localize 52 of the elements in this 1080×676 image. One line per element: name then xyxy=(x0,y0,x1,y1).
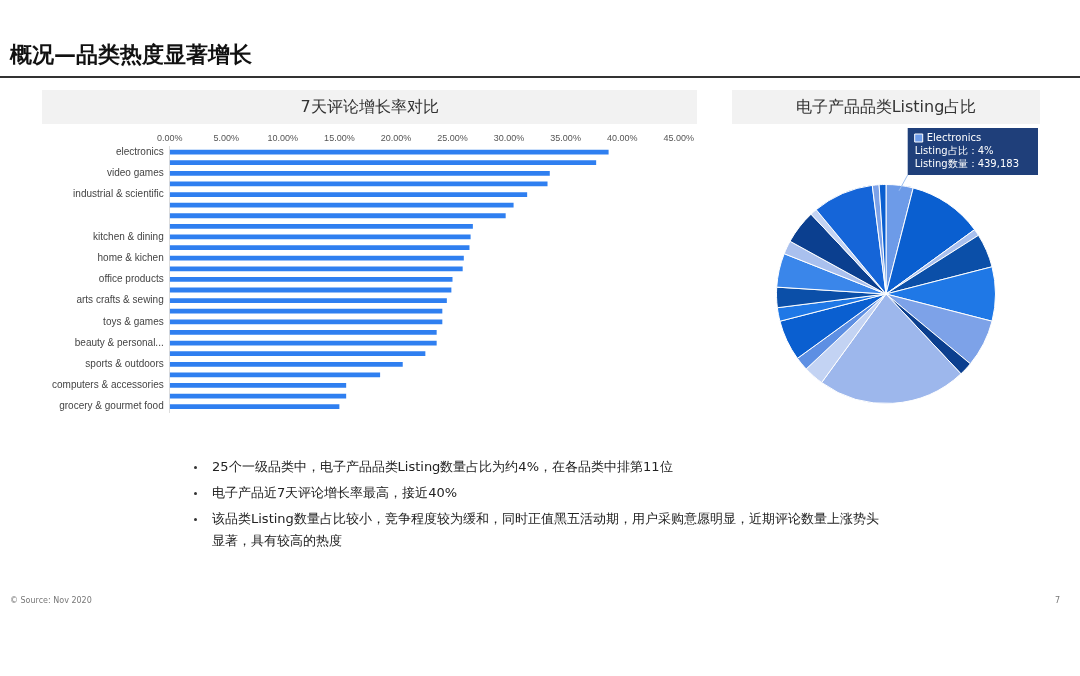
bar xyxy=(169,192,528,197)
y-tick-label: computers & accessories xyxy=(51,379,164,391)
y-tick-label: grocery & gourmet food xyxy=(59,400,164,412)
bar xyxy=(169,361,403,367)
bar xyxy=(169,170,550,176)
chart-title: 7天评论增长率对比 xyxy=(42,90,697,124)
text: 概况—品类热度显著增长 xyxy=(10,41,252,69)
y-tick-label: kitchen & dining xyxy=(93,230,164,242)
x-tick-label: 10.00% xyxy=(267,132,299,143)
x-tick-label: 30.00% xyxy=(493,132,525,143)
y-tick-label: sports & outdoors xyxy=(85,358,164,370)
x-tick-label: 35.00% xyxy=(550,132,581,143)
bar xyxy=(169,277,453,282)
bar xyxy=(169,213,506,219)
bar xyxy=(169,266,463,272)
bar xyxy=(169,160,597,166)
y-tick-label: beauty & personal... xyxy=(74,336,164,348)
text: Listing占比：4% xyxy=(914,144,994,156)
y-tick-label: electronics xyxy=(115,145,164,157)
bar xyxy=(169,245,470,250)
bar xyxy=(169,319,443,325)
x-tick-label: 0.00% xyxy=(156,132,183,143)
x-tick-label: 45.00% xyxy=(663,132,694,143)
text: Listing数量：439,183 xyxy=(914,157,1019,169)
x-tick-label: 20.00% xyxy=(380,132,412,143)
bar xyxy=(169,372,381,378)
x-tick-label: 15.00% xyxy=(324,132,355,143)
x-tick-label: 40.00% xyxy=(606,132,638,143)
legend-label: Electronics xyxy=(926,131,982,143)
y-tick-label: office products xyxy=(98,273,164,285)
bar xyxy=(169,330,437,335)
y-tick-label: toys & games xyxy=(103,315,164,327)
text: 7 xyxy=(1055,596,1061,605)
text: 电子产品近7天评论增长率最高，接近40% xyxy=(211,484,459,502)
bar xyxy=(169,298,447,303)
bar xyxy=(169,383,347,388)
x-tick-label: 5.00% xyxy=(213,132,240,143)
bar xyxy=(169,351,426,357)
y-tick-label: home & kichen xyxy=(97,251,164,263)
x-tick-label: 25.00% xyxy=(437,132,468,143)
bar xyxy=(169,255,464,261)
text: 25个一级品类中，电子产品品类Listing数量占比为约4%，在各品类中排第11位 xyxy=(211,458,674,476)
bar xyxy=(169,308,443,314)
bar xyxy=(169,404,340,410)
y-tick-label: arts crafts & sewing xyxy=(76,294,164,306)
bar xyxy=(169,223,473,229)
y-tick-label: video games xyxy=(107,167,164,179)
bar xyxy=(169,202,514,208)
text: © Source: Nov 2020 xyxy=(10,596,92,605)
text: 该品类Listing数量占比较小，竞争程度较为缓和，同时正值黑五活动期，用户采购意愿明显，近期评论数量上涨势头显著，具有较高的热度 xyxy=(211,510,880,550)
y-tick-label: industrial & scientific xyxy=(73,188,164,200)
chart-title: 电子产品品类Listing占比 xyxy=(732,90,1040,124)
